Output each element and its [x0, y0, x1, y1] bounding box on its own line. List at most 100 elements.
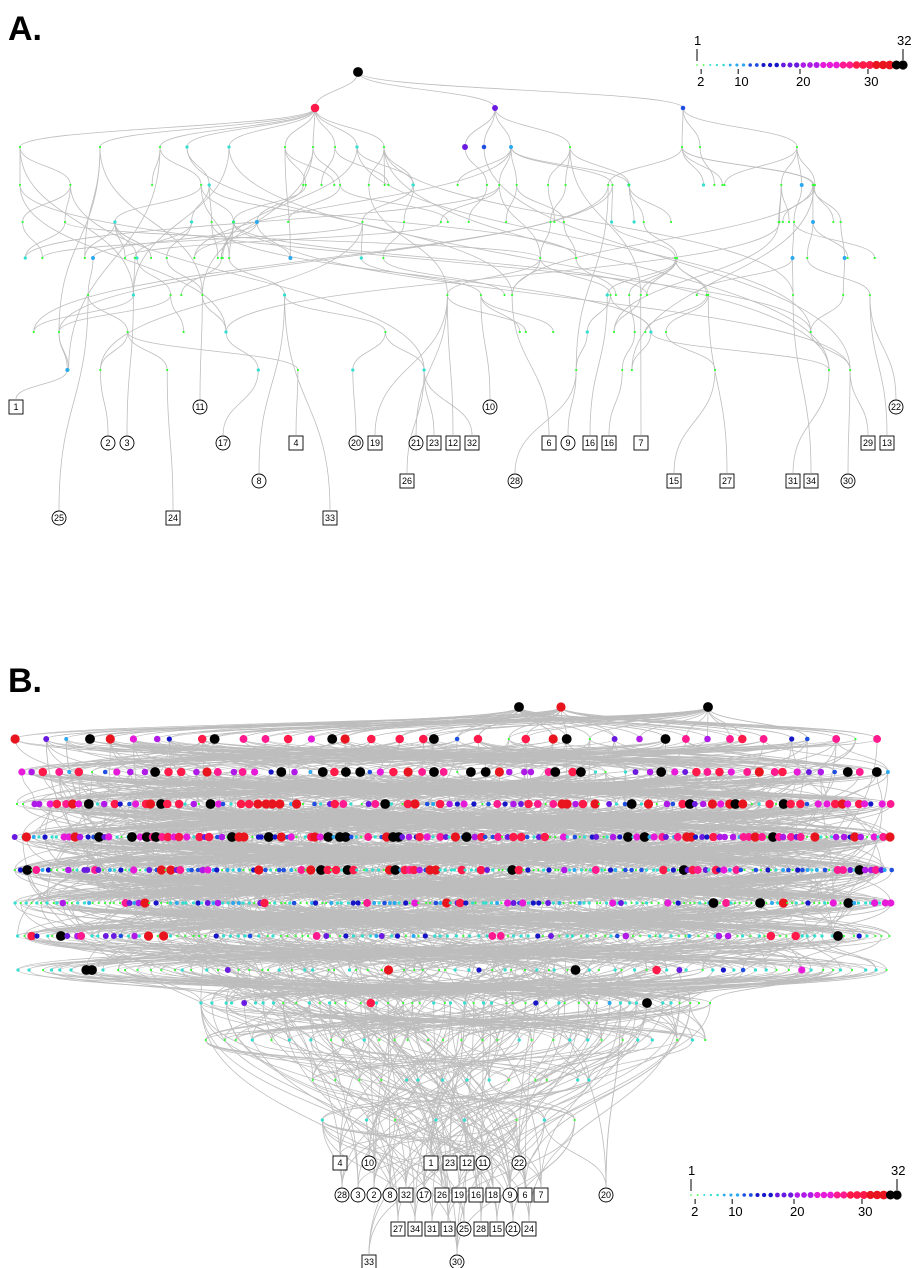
tree-node	[706, 868, 711, 872]
tree-edge	[575, 184, 609, 371]
tree-edge	[464, 146, 488, 186]
tree-node	[323, 832, 334, 842]
tree-node	[757, 802, 761, 806]
tree-edge	[433, 738, 878, 773]
tree-edge	[84, 221, 116, 259]
tree-node	[757, 934, 761, 938]
tree-node	[699, 800, 707, 808]
tree-edge	[796, 738, 808, 838]
tree-edge	[611, 221, 676, 259]
tree-edge	[329, 1002, 451, 1156]
leaf-label: 30	[452, 1257, 462, 1267]
tree-edge	[685, 935, 797, 971]
tree-node	[467, 968, 471, 972]
tree-edge	[185, 902, 360, 1081]
tree-node	[585, 934, 589, 938]
tree-edge	[497, 902, 797, 1041]
tree-node	[873, 735, 882, 743]
tree-edge	[468, 184, 488, 223]
tree-node	[732, 968, 736, 972]
tree-edge	[587, 869, 694, 1041]
tree-node	[695, 293, 698, 297]
tree-edge	[252, 836, 893, 871]
tree-node	[871, 767, 882, 777]
tree-node	[544, 802, 547, 806]
tree-node	[614, 293, 618, 297]
tree-edge	[847, 369, 851, 474]
tree-node	[301, 802, 305, 806]
tree-node	[856, 901, 861, 905]
tree-node	[536, 900, 542, 906]
tree-node	[612, 330, 616, 334]
tree-node	[753, 968, 758, 972]
tree-edge	[683, 902, 890, 937]
tree-node	[587, 1078, 591, 1082]
tree-node	[622, 932, 630, 940]
tree-edge	[327, 738, 615, 871]
tree-edge	[793, 221, 876, 259]
tree-edge	[423, 369, 435, 436]
tree-node	[563, 1001, 566, 1005]
tree-edge	[22, 803, 456, 838]
tree-node	[197, 734, 207, 744]
tree-node	[860, 800, 869, 808]
tree-node	[164, 868, 167, 872]
tree-node	[440, 1078, 445, 1082]
leaf-label: 27	[393, 1224, 403, 1234]
tree-edge	[390, 803, 849, 904]
tree-node	[585, 330, 589, 334]
tree-node	[539, 256, 542, 260]
tree-node	[647, 835, 652, 839]
tree-node	[811, 220, 815, 224]
tree-node	[267, 799, 277, 809]
tree-node	[158, 833, 167, 841]
tree-node	[40, 868, 45, 872]
tree-edge	[337, 902, 598, 1004]
tree-edge	[653, 803, 891, 838]
tree-node	[618, 1001, 623, 1005]
leaf-square-node	[165, 510, 181, 526]
leaf-square-node	[398, 1187, 414, 1203]
tree-node	[201, 293, 204, 297]
leaf-circle-node	[334, 1187, 350, 1203]
tree-node	[676, 868, 679, 872]
tree-edge	[835, 738, 889, 773]
tree-node	[382, 900, 387, 906]
tree-node	[294, 868, 297, 872]
tree-node	[665, 968, 669, 972]
tree-node	[632, 968, 637, 972]
tree-node	[701, 968, 704, 972]
tree-node	[631, 934, 635, 938]
tree-node	[382, 868, 385, 872]
tree-node	[422, 933, 428, 939]
tree-node	[197, 802, 200, 806]
tree-node	[159, 931, 169, 941]
tree-edge	[665, 331, 716, 371]
tree-node	[209, 734, 220, 744]
tree-node	[333, 145, 337, 149]
tree-node	[323, 865, 332, 875]
tree-node	[849, 368, 852, 372]
tree-edge	[539, 257, 611, 296]
tree-node	[833, 931, 843, 941]
tree-node	[182, 330, 185, 334]
leaf-label: 4	[293, 438, 298, 448]
tree-edge	[22, 184, 71, 223]
tree-node	[739, 833, 748, 841]
tree-node	[349, 834, 354, 840]
tree-node	[578, 835, 581, 839]
tree-node	[691, 801, 698, 807]
tree-edge	[399, 706, 520, 740]
leaf-label: 22	[514, 1158, 524, 1168]
tree-edge	[775, 771, 822, 805]
tree-edge	[634, 935, 803, 971]
tree-node	[830, 835, 834, 839]
tree-node	[100, 800, 108, 808]
tree-node	[554, 835, 557, 839]
tree-node	[120, 835, 123, 839]
tree-node	[770, 768, 779, 776]
tree-node	[403, 220, 406, 224]
leaf-label: 32	[467, 438, 477, 448]
tree-node	[552, 968, 556, 972]
tree-node	[266, 934, 269, 938]
